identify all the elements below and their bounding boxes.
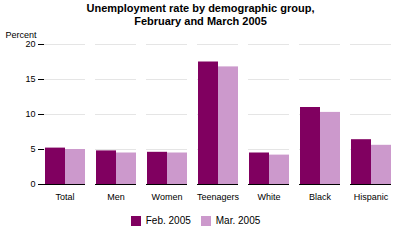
svg-text:Women: Women bbox=[152, 192, 183, 202]
svg-text:5: 5 bbox=[30, 144, 35, 154]
svg-text:White: White bbox=[257, 192, 280, 202]
svg-text:15: 15 bbox=[25, 74, 35, 84]
svg-text:0: 0 bbox=[30, 179, 35, 189]
html-text:Feb. 2005: Feb. 2005 bbox=[145, 215, 191, 226]
html-text:February and March 2005: February and March 2005 bbox=[134, 15, 267, 27]
svg-text:Black: Black bbox=[309, 192, 332, 202]
svg-text:10: 10 bbox=[25, 109, 35, 119]
svg-text:Hispanic: Hispanic bbox=[354, 192, 389, 202]
svg-text:Total: Total bbox=[55, 192, 74, 202]
html-text:Unemployment rate by demograph: Unemployment rate by demographic group, bbox=[86, 2, 315, 14]
html-text:Mar. 2005: Mar. 2005 bbox=[215, 215, 261, 226]
svg-text:Men: Men bbox=[107, 192, 125, 202]
svg-text:Teenagers: Teenagers bbox=[197, 192, 240, 202]
svg-text:Percent: Percent bbox=[6, 30, 38, 40]
svg-text:20: 20 bbox=[25, 39, 35, 49]
